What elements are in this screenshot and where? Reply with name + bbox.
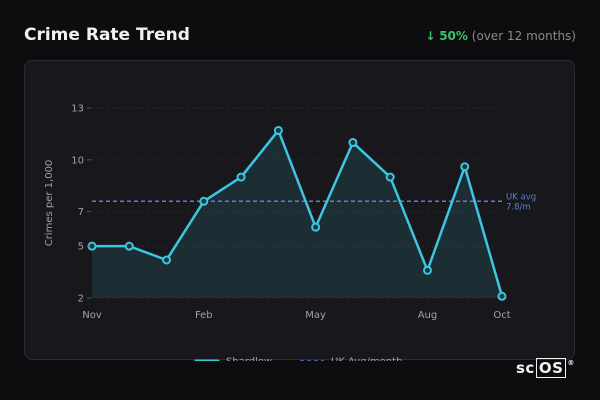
series-area-shardlow <box>92 130 502 298</box>
chart-panel: UK avg 7.8/m 2 5 7 10 13 Nov Feb May Aug Oct Crimes… <box>24 60 575 362</box>
y-axis-label: Crimes per 1,000 <box>44 160 55 247</box>
x-tick-label: May <box>305 310 326 321</box>
data-point <box>311 222 321 232</box>
y-tick-label: 7 <box>78 207 84 218</box>
legend-label-uk-average: UK Avg/month <box>331 357 402 362</box>
down-arrow-icon: ↓ <box>425 29 436 43</box>
data-point <box>348 138 358 148</box>
x-tick-label: Aug <box>418 310 438 321</box>
x-tick-label: Feb <box>195 310 213 321</box>
change-period: (over 12 months) <box>471 29 576 43</box>
data-point <box>236 172 246 182</box>
change-indicator: ↓ 50% (over 12 months) <box>425 29 576 43</box>
x-tick-label: Oct <box>493 310 510 321</box>
legend-label-shardlow: Shardlow <box>226 357 272 362</box>
data-point <box>497 291 507 301</box>
uk-average-annotation: UK avg <box>506 192 536 202</box>
change-percent: 50% <box>439 29 468 43</box>
data-point <box>385 172 395 182</box>
scos-logo: sc OS ® <box>516 358 575 378</box>
chart-title: Crime Rate Trend <box>24 25 190 45</box>
data-point <box>124 241 134 251</box>
y-tick-label: 10 <box>71 155 84 166</box>
x-tick-label: Nov <box>82 310 102 321</box>
y-tick-label: 2 <box>78 294 84 305</box>
series-line-shardlow <box>92 129 504 297</box>
data-point <box>199 196 209 206</box>
y-tick-label: 13 <box>71 104 84 115</box>
data-point <box>162 255 172 265</box>
uk-average-annotation: 7.8/m <box>506 202 531 212</box>
data-point <box>422 265 432 275</box>
data-point <box>460 162 470 172</box>
data-point <box>273 125 283 135</box>
y-tick-label: 5 <box>78 242 84 253</box>
